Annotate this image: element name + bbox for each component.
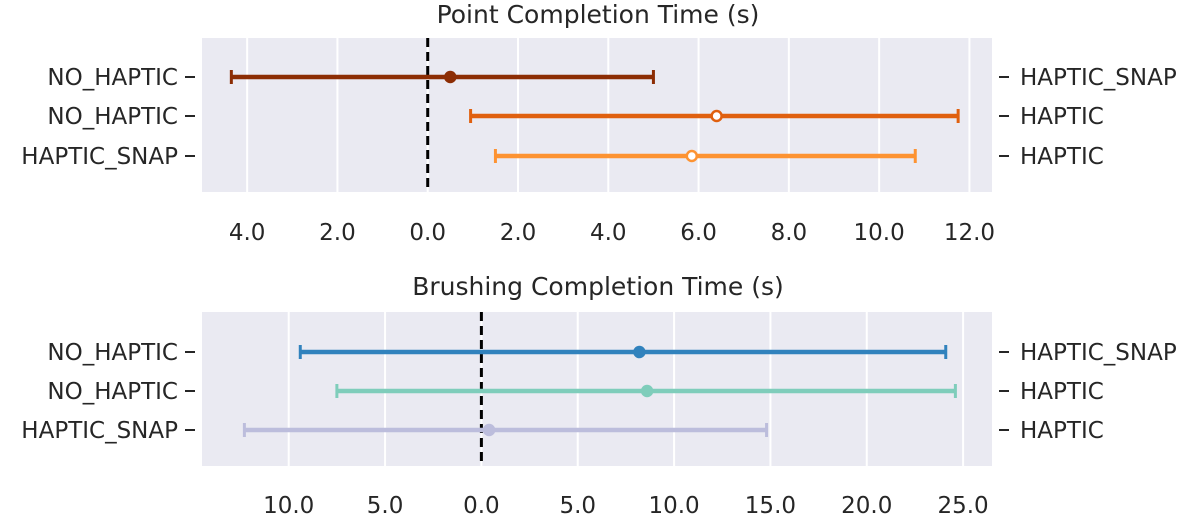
right-row-label: HAPTIC [1020,144,1104,170]
x-tick-label: 20.0 [841,493,892,517]
x-tick-label: 15.0 [745,493,796,517]
right-row-label: HAPTIC [1020,104,1104,130]
x-tick-label: 5.0 [367,493,404,517]
panel-brushing: Brushing Completion Time (s) 10.0 5.0 0.0 5… [21,272,1177,517]
left-row-label: NO_HAPTIC [47,340,178,366]
panel-brushing-xticks: 10.0 5.0 0.0 5.0 10.0 15.0 20.0 25.0 [263,493,989,517]
left-row-label: HAPTIC_SNAP [21,144,178,170]
x-tick-label: 6.0 [680,220,717,246]
mean-marker [685,149,699,163]
panel-point-row-labels: NO_HAPTIC HAPTIC_SNAP NO_HAPTIC HAPTIC HAPTI… [21,65,1177,170]
x-tick-label: 0.0 [409,220,446,246]
x-tick-label: 10.0 [854,220,905,246]
left-row-label: HAPTIC_SNAP [21,418,178,444]
panel-point-xticks: 4.0 2.0 0.0 2.0 4.0 6.0 8.0 10.0 12.0 [229,220,995,246]
left-row-label: NO_HAPTIC [47,104,178,130]
mean-marker [640,384,654,398]
right-row-label: HAPTIC [1020,418,1104,444]
x-tick-label: 25.0 [937,493,988,517]
left-row-label: NO_HAPTIC [47,65,178,91]
mean-marker [444,70,457,84]
x-tick-label: 2.0 [319,220,356,246]
x-tick-label: 4.0 [229,220,266,246]
panel-brushing-title: Brushing Completion Time (s) [412,272,784,301]
right-row-label: HAPTIC_SNAP [1020,340,1177,366]
right-row-label: HAPTIC [1020,379,1104,405]
x-tick-label: 4.0 [590,220,627,246]
panel-point: Point Completion Time (s) 4.0 2.0 0.0 2.0 4.… [21,0,1177,246]
x-tick-label: 12.0 [944,220,995,246]
mean-marker [710,109,723,123]
left-row-label: NO_HAPTIC [47,379,178,405]
x-tick-label: 10.0 [648,493,699,517]
panel-point-title: Point Completion Time (s) [437,0,760,29]
panel-point-errorbars [229,70,960,163]
mean-marker [482,423,496,437]
panel-brushing-row-labels: NO_HAPTIC HAPTIC_SNAP NO_HAPTIC HAPTIC HAPTI… [21,340,1177,444]
right-row-label: HAPTIC_SNAP [1020,65,1177,91]
x-tick-label: 5.0 [559,493,596,517]
panel-brushing-errorbars [242,345,957,437]
x-tick-label: 10.0 [263,493,314,517]
mean-marker [633,345,646,359]
x-tick-label: 0.0 [463,493,500,517]
x-tick-label: 8.0 [771,220,808,246]
x-tick-label: 2.0 [500,220,537,246]
